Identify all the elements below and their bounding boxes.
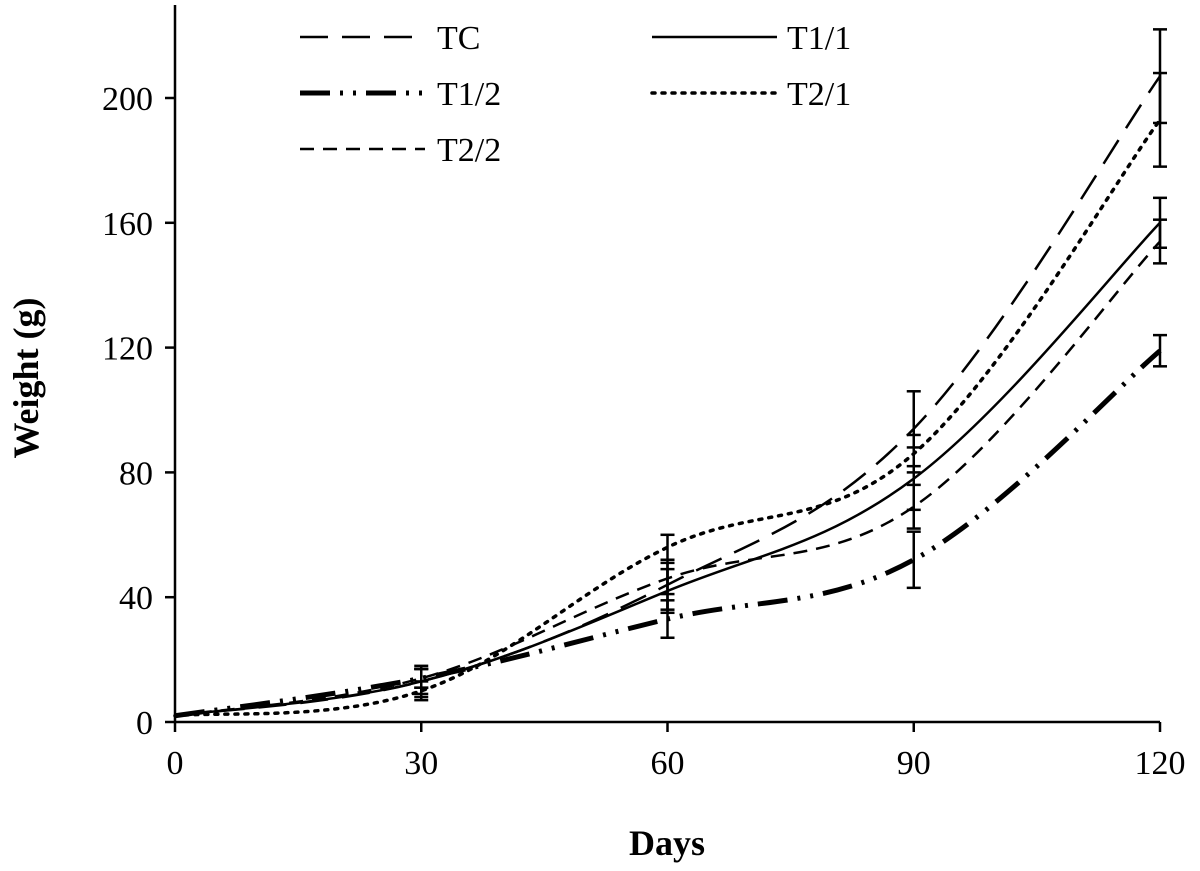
series-line-t1-1 [174,221,1161,717]
x-tick-label: 30 [404,745,438,782]
series-line-t2-2 [174,240,1161,717]
legend-label-t1-1: T1/1 [787,20,851,57]
ticks: 0 30 60 90 120 0 40 80 120 160 200 [102,81,1186,782]
plot-area [173,28,1167,719]
y-tick-label: 120 [102,331,153,368]
y-tick-label: 0 [136,705,153,742]
legend-label-tc: TC [437,20,480,57]
y-tick-label: 200 [102,81,153,118]
legend-label-t2-1: T2/1 [787,76,851,113]
legend-label-t2-2: T2/2 [437,132,501,169]
x-tick-label: 0 [167,745,184,782]
x-tick-label: 90 [897,745,931,782]
x-tick-label: 60 [651,745,685,782]
y-tick-label: 80 [119,455,153,492]
y-tick-label: 40 [119,580,153,617]
y-axis-title: Weight (g) [6,298,46,459]
series-line-t1-2 [174,348,1162,719]
y-tick-label: 160 [102,206,153,243]
x-axis-title: Days [629,823,705,863]
x-tick-label: 120 [1135,745,1186,782]
legend: TC T1/1 T1/2 T2/1 T2/2 [300,20,851,169]
legend-label-t1-2: T1/2 [437,76,501,113]
